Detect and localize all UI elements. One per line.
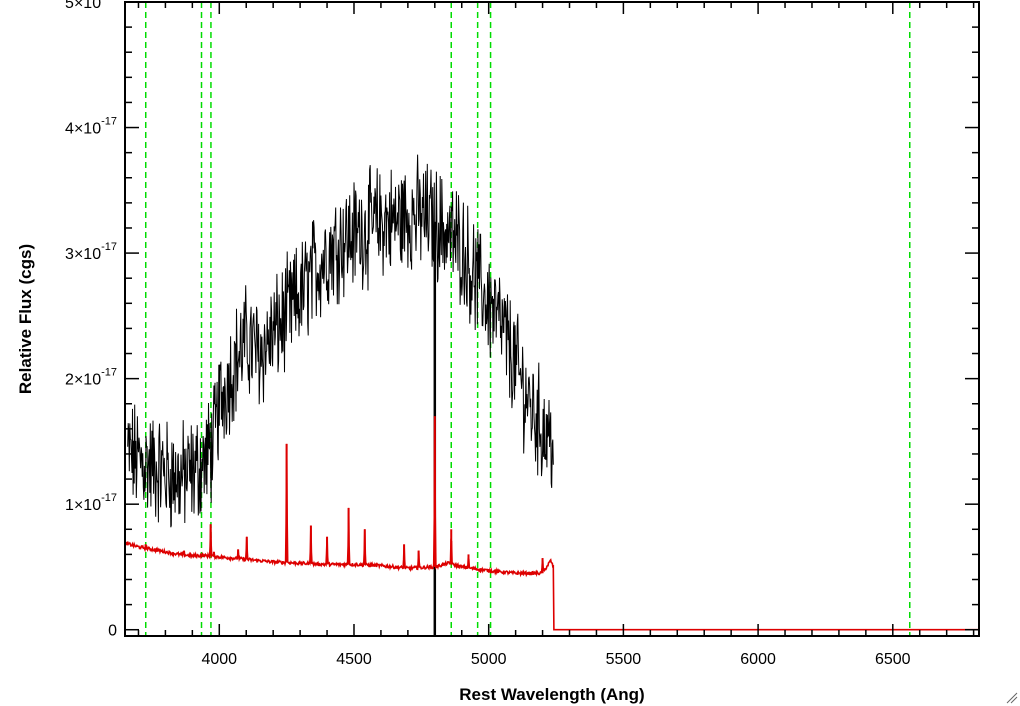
y-tick-label: 5×10-17 — [65, 0, 117, 12]
y-tick-mantissa: 2×10 — [65, 372, 101, 389]
y-tick-exponent: -17 — [101, 241, 117, 253]
y-tick-label: 4×10-17 — [65, 116, 117, 138]
y-tick-label: 0 — [108, 623, 117, 640]
y-tick-label: 2×10-17 — [65, 367, 117, 389]
model-spectrum-line — [124, 416, 979, 631]
x-tick-label: 5000 — [471, 651, 507, 668]
y-tick-exponent: -17 — [101, 367, 117, 379]
y-tick-label: 1×10-17 — [65, 492, 117, 514]
y-tick-mantissa: 0 — [108, 623, 117, 640]
x-tick-label: 6000 — [740, 651, 776, 668]
x-axis-title: Rest Wavelength (Ang) — [459, 685, 644, 704]
plot-frame — [124, 1, 980, 637]
x-tick-label: 4500 — [336, 651, 372, 668]
y-tick-label: 3×10-17 — [65, 241, 117, 263]
x-tick-label: 4000 — [201, 651, 237, 668]
y-tick-mantissa: 4×10 — [65, 121, 101, 138]
resize-grip-icon[interactable] — [1006, 692, 1018, 704]
x-axis-ticks: 4000 4500 5000 5500 6000 6500 — [137, 2, 975, 668]
y-axis-ticks: 01×10-172×10-173×10-174×10-175×10-17 — [65, 0, 979, 640]
y-tick-exponent: -17 — [101, 116, 117, 128]
y-tick-mantissa: 3×10 — [65, 246, 101, 263]
x-tick-label: 5500 — [606, 651, 642, 668]
y-tick-exponent: -17 — [101, 0, 117, 2]
y-tick-exponent: -17 — [101, 492, 117, 504]
vertical-marker-lines — [144, 2, 911, 636]
observed-spectrum-line — [127, 154, 554, 637]
x-tick-label: 6500 — [875, 651, 911, 668]
y-tick-mantissa: 1×10 — [65, 497, 101, 514]
y-axis-title: Relative Flux (cgs) — [16, 244, 35, 394]
model-spectrum-group — [124, 416, 979, 631]
y-tick-mantissa: 5×10 — [65, 0, 101, 12]
